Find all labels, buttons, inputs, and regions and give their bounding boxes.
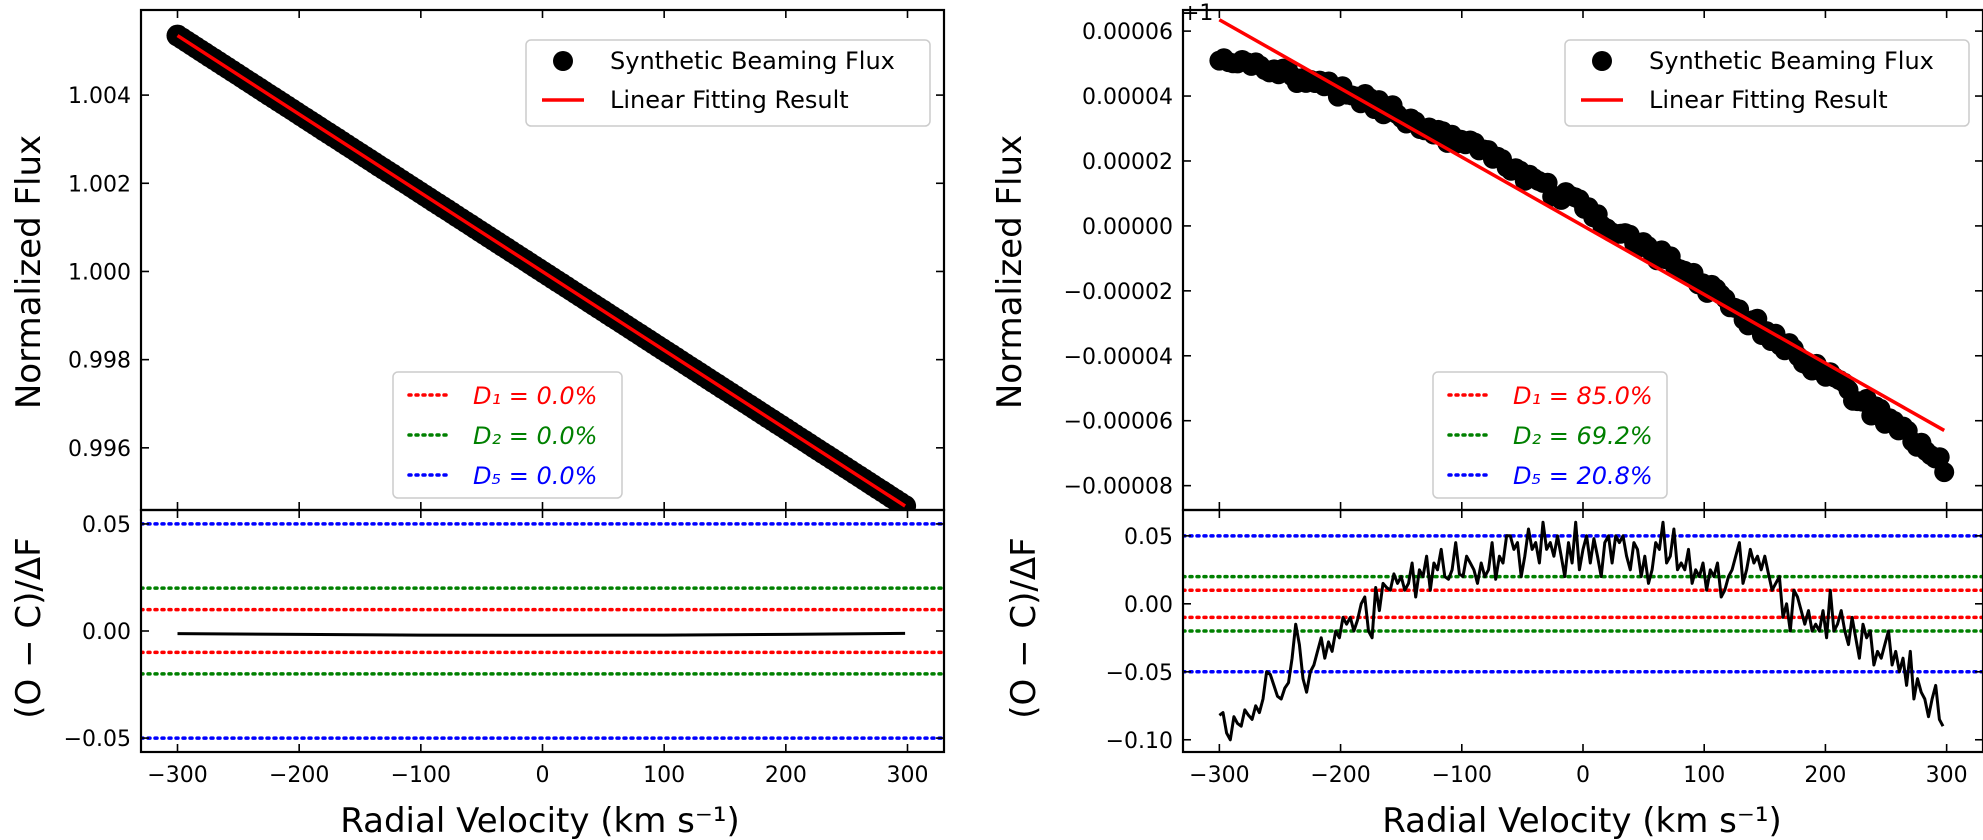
right-y-label-bottom: (O − C)/ΔF <box>1004 537 1044 718</box>
x-tick-label: 300 <box>1926 763 1968 788</box>
y-tick-label: −0.00004 <box>1064 345 1173 370</box>
y-tick-label: 1.000 <box>68 260 131 285</box>
legend-label-fit: Linear Fitting Result <box>610 86 849 114</box>
fit-line <box>176 34 907 508</box>
metric-label-d2: D₂ = 69.2% <box>1513 422 1653 450</box>
y-tick-label: 0.998 <box>68 349 131 374</box>
right-top-panel: −0.00008 −0.00006 −0.00004 −0.00002 0.00000 0… <box>1064 1 1983 512</box>
right-chart: −0.00008 −0.00006 −0.00004 −0.00002 0.00000 0… <box>990 1 1983 840</box>
legend: Synthetic Beaming Flux Linear Fitting Res… <box>1564 39 1970 127</box>
left-top-panel: 0.996 0.998 1.000 1.002 1.004 Synthetic Beami… <box>68 8 946 512</box>
y-tick-label: 0.05 <box>82 513 131 538</box>
plot-area <box>1183 520 1983 742</box>
right-y-label-top: Normalized Flux <box>990 135 1030 409</box>
y-tick-label: 0.996 <box>68 437 131 462</box>
legend-label-fit: Linear Fitting Result <box>1649 86 1888 114</box>
y-tick-label: 0.00 <box>82 620 131 645</box>
scatter-point <box>894 495 917 510</box>
x-tick-label: 200 <box>765 763 807 788</box>
legend-box <box>1564 39 1970 127</box>
residual-line <box>177 631 906 637</box>
y-offset-text: +1 <box>1181 1 1213 26</box>
legend-marker-scatter <box>553 51 573 71</box>
y-tick-label: −0.00002 <box>1064 280 1173 305</box>
legend-label-scatter: Synthetic Beaming Flux <box>1649 47 1934 75</box>
x-tick-label: 300 <box>887 763 929 788</box>
metric-label-d5: D₅ = 20.8% <box>1513 462 1653 490</box>
y-tick-label: −0.05 <box>64 727 131 752</box>
fit-line <box>1218 18 1946 432</box>
y-tick-label: −0.00006 <box>1064 410 1173 435</box>
legend-marker-scatter <box>1592 51 1612 71</box>
x-tick-label: 0 <box>536 763 550 788</box>
right-bottom-panel: −300 −200 −100 0 100 200 300 −0.10 −0.05 0.00 0.05 <box>1106 508 1983 788</box>
x-tick-label: −300 <box>1189 763 1249 788</box>
metric-label-d2: D₂ = 0.0% <box>473 422 597 450</box>
x-tick-label: 100 <box>1683 763 1725 788</box>
x-tick-label: −100 <box>1432 763 1492 788</box>
plot-area <box>166 24 917 510</box>
y-tick-label: 0.00006 <box>1082 20 1173 45</box>
metric-label-d1: D₁ = 85.0% <box>1513 382 1653 410</box>
x-tick-label: −200 <box>1310 763 1370 788</box>
y-tick-label: −0.10 <box>1106 729 1173 754</box>
y-tick-label: 0.00000 <box>1082 215 1173 240</box>
left-bottom-panel: −300 −200 −100 0 100 200 300 −0.05 0.00 0.05 <box>64 508 946 788</box>
metrics-box <box>1432 371 1668 499</box>
x-tick-label: 200 <box>1804 763 1846 788</box>
left-x-label: Radial Velocity (km s⁻¹) <box>340 801 739 840</box>
x-tick-label: 0 <box>1576 763 1590 788</box>
left-y-label-bottom: (O − C)/ΔF <box>9 537 49 718</box>
legend-box <box>525 39 931 127</box>
y-tick-label: −0.05 <box>1106 661 1173 686</box>
legend: Synthetic Beaming Flux Linear Fitting Res… <box>525 39 931 127</box>
y-tick-label: 0.05 <box>1124 525 1173 550</box>
residual-line <box>1218 520 1945 742</box>
axes-frame <box>139 508 946 754</box>
y-tick-label: 0.00004 <box>1082 85 1173 110</box>
plot-area <box>1209 18 1955 483</box>
y-tick-label: −0.00008 <box>1064 475 1173 500</box>
y-tick-label: 1.004 <box>68 84 131 109</box>
x-tick-label: −100 <box>391 763 451 788</box>
y-tick-label: 0.00 <box>1124 593 1173 618</box>
metric-label-d5: D₅ = 0.0% <box>473 462 597 490</box>
x-tick-label: −200 <box>269 763 329 788</box>
legend-label-scatter: Synthetic Beaming Flux <box>610 47 895 75</box>
scatter-point <box>1934 462 1955 483</box>
metrics-legend: D₁ = 0.0% D₂ = 0.0% D₅ = 0.0% <box>392 371 623 499</box>
metrics-legend: D₁ = 85.0% D₂ = 69.2% D₅ = 20.8% <box>1432 371 1668 499</box>
metric-label-d1: D₁ = 0.0% <box>473 382 597 410</box>
right-x-label: Radial Velocity (km s⁻¹) <box>1382 801 1781 840</box>
x-tick-label: −300 <box>147 763 207 788</box>
x-tick-label: 100 <box>643 763 685 788</box>
left-y-label-top: Normalized Flux <box>9 135 49 409</box>
plot-area <box>141 522 944 740</box>
metrics-box <box>392 371 623 499</box>
y-tick-label: 0.00002 <box>1082 150 1173 175</box>
left-chart: 0.996 0.998 1.000 1.002 1.004 Synthetic Beami… <box>9 8 946 840</box>
y-tick-label: 1.002 <box>68 172 131 197</box>
